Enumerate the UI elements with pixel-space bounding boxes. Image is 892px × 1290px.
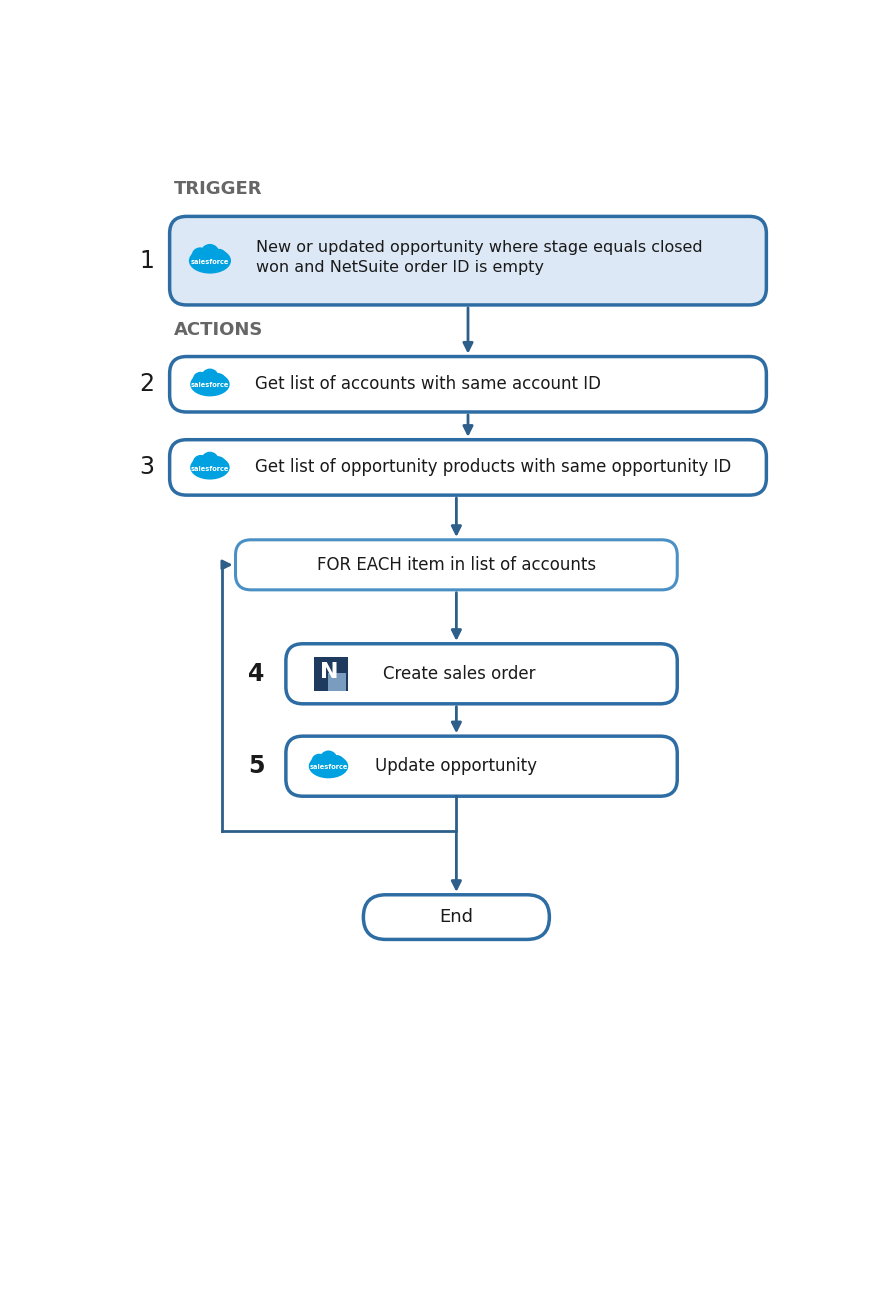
- Circle shape: [211, 373, 226, 387]
- Circle shape: [330, 755, 344, 769]
- Text: 5: 5: [248, 755, 265, 778]
- Text: salesforce: salesforce: [191, 259, 229, 264]
- Bar: [314, 657, 348, 691]
- Circle shape: [211, 457, 226, 470]
- Circle shape: [211, 249, 227, 263]
- FancyBboxPatch shape: [169, 356, 766, 412]
- Text: TRIGGER: TRIGGER: [174, 181, 262, 199]
- Ellipse shape: [189, 248, 231, 273]
- Circle shape: [201, 244, 219, 263]
- FancyBboxPatch shape: [363, 895, 549, 939]
- Circle shape: [193, 455, 209, 471]
- Circle shape: [193, 372, 209, 387]
- Ellipse shape: [309, 755, 348, 778]
- Text: 1: 1: [139, 249, 153, 272]
- Ellipse shape: [190, 372, 229, 396]
- Circle shape: [192, 248, 209, 264]
- Text: New or updated opportunity where stage equals closed
won and NetSuite order ID i: New or updated opportunity where stage e…: [256, 240, 703, 275]
- Text: 4: 4: [248, 662, 265, 686]
- Text: Get list of opportunity products with same opportunity ID: Get list of opportunity products with sa…: [255, 458, 731, 476]
- Text: salesforce: salesforce: [191, 466, 229, 472]
- FancyBboxPatch shape: [235, 539, 677, 590]
- Text: ACTIONS: ACTIONS: [174, 321, 263, 339]
- Bar: [328, 673, 346, 691]
- Text: FOR EACH item in list of accounts: FOR EACH item in list of accounts: [317, 556, 596, 574]
- FancyBboxPatch shape: [285, 644, 677, 704]
- FancyBboxPatch shape: [169, 217, 766, 304]
- Text: Get list of accounts with same account ID: Get list of accounts with same account I…: [255, 375, 601, 393]
- FancyBboxPatch shape: [285, 737, 677, 796]
- Text: 3: 3: [139, 455, 154, 480]
- Circle shape: [311, 753, 327, 769]
- Text: N: N: [319, 662, 338, 681]
- Text: salesforce: salesforce: [310, 765, 348, 770]
- Text: Update opportunity: Update opportunity: [375, 757, 537, 775]
- Ellipse shape: [190, 455, 229, 480]
- Circle shape: [319, 751, 337, 768]
- Text: 2: 2: [139, 373, 154, 396]
- Text: Create sales order: Create sales order: [383, 664, 535, 682]
- Text: End: End: [440, 908, 474, 926]
- Circle shape: [201, 369, 219, 386]
- FancyBboxPatch shape: [169, 440, 766, 495]
- Text: salesforce: salesforce: [191, 382, 229, 388]
- Circle shape: [201, 451, 219, 470]
